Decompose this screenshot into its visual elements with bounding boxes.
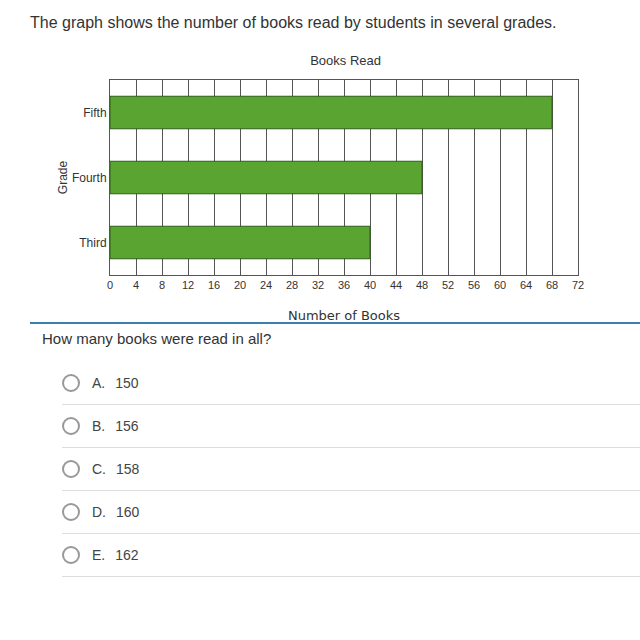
svg-text:20: 20	[234, 279, 246, 291]
svg-text:4: 4	[133, 279, 139, 291]
svg-text:72: 72	[572, 279, 584, 291]
html-text:A.: A.	[92, 375, 106, 391]
svg-text:Books Read: Books Read	[310, 53, 381, 68]
svg-text:Grade: Grade	[56, 161, 70, 195]
svg-text:60: 60	[494, 279, 506, 291]
svg-text:8: 8	[159, 279, 165, 291]
html-text:E.: E.	[92, 547, 106, 563]
svg-text:64: 64	[520, 279, 532, 291]
svg-text:56: 56	[468, 279, 480, 291]
html-text:158: 158	[116, 461, 140, 477]
html-text:B.: B.	[92, 418, 106, 434]
svg-text:16: 16	[208, 279, 220, 291]
svg-text:48: 48	[416, 279, 428, 291]
html-text:156: 156	[115, 418, 139, 434]
html-text:160: 160	[116, 504, 140, 520]
svg-text:Third: Third	[79, 236, 106, 250]
svg-text:Fifth: Fifth	[83, 106, 106, 120]
html-text:C.: C.	[92, 461, 106, 477]
svg-text:12: 12	[182, 279, 194, 291]
svg-text:Number of Books: Number of Books	[288, 308, 400, 323]
html-text:162: 162	[115, 547, 139, 563]
svg-text:68: 68	[546, 279, 558, 291]
svg-text:44: 44	[390, 279, 402, 291]
html-text:D.: D.	[92, 504, 106, 520]
svg-text:40: 40	[364, 279, 376, 291]
svg-text:Fourth: Fourth	[72, 171, 107, 185]
html-text:The graph shows the number of: The graph shows the number of books read…	[30, 14, 557, 31]
svg-text:52: 52	[442, 279, 454, 291]
svg-text:36: 36	[338, 279, 350, 291]
html-text:150: 150	[115, 375, 139, 391]
svg-text:32: 32	[312, 279, 324, 291]
html-text:How many books were read in al: How many books were read in all?	[42, 330, 272, 347]
svg-text:0: 0	[107, 279, 113, 291]
svg-text:24: 24	[260, 279, 272, 291]
svg-text:28: 28	[286, 279, 298, 291]
